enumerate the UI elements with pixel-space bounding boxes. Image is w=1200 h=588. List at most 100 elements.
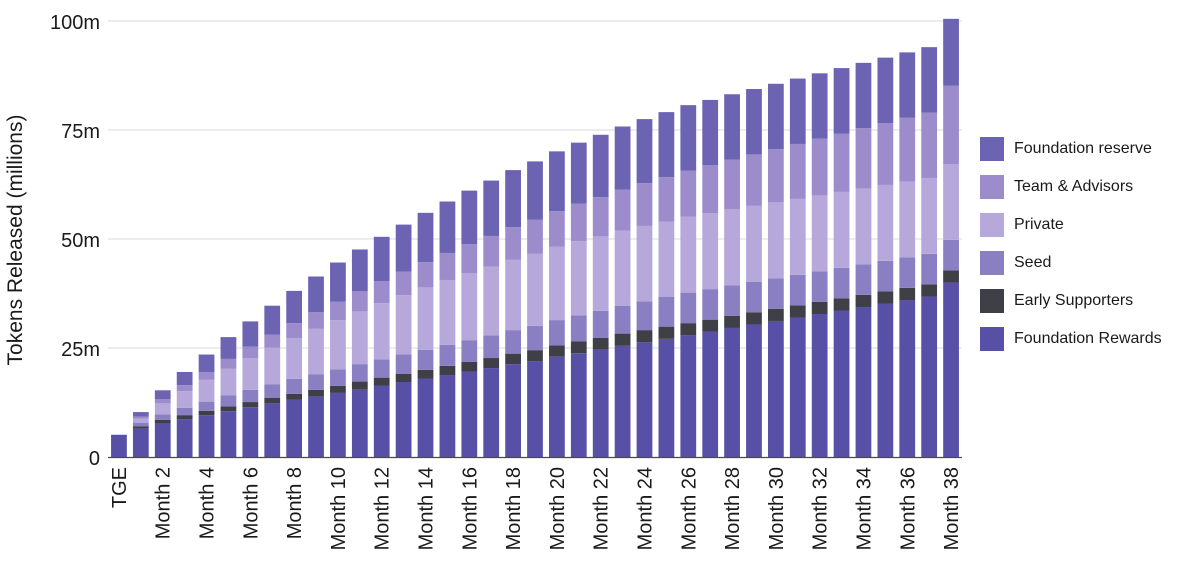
bar-segment-foundation-reserve — [264, 305, 281, 335]
x-tick-label: Month 14 — [416, 467, 438, 550]
bar-segment-foundation-reserve — [702, 99, 719, 166]
bar-segment-team-advisors — [570, 203, 587, 242]
axes: 0 25m 50m 75m 100m TGE Month 2 Month 4 Month 6 Mo… — [50, 12, 963, 550]
bar-segment-early-supporters — [264, 397, 281, 404]
bar-segment-foundation-reserve — [746, 89, 762, 155]
bar-segment-early-supporters — [132, 426, 149, 429]
bar-segment-foundation-reserve — [439, 201, 456, 253]
bar-segment-private — [351, 311, 368, 365]
bar-segment-foundation-rewards — [658, 338, 675, 457]
bar-segment-private — [702, 213, 719, 290]
y-tick-label: 25m — [61, 339, 100, 361]
x-tick-label: Month 22 — [591, 467, 613, 550]
bar-segment-private — [877, 184, 894, 261]
bar-segment-early-supporters — [395, 373, 412, 382]
bar-segment-private — [439, 279, 456, 345]
bar-segment-foundation-reserve — [636, 119, 653, 184]
bar-segment-early-supporters — [527, 350, 543, 362]
bar-segment-foundation-reserve — [527, 161, 543, 220]
bar-segment-foundation-rewards — [570, 353, 587, 457]
bar-segment-private — [527, 253, 543, 326]
bar-segment-seed — [286, 378, 303, 394]
bar-segment-private — [592, 236, 609, 311]
bar-segment-team-advisors — [198, 371, 215, 380]
y-axis-title: Tokens Released (millions) — [4, 115, 27, 366]
bar-segment-early-supporters — [242, 402, 259, 408]
legend-item: Foundation Rewards — [980, 320, 1195, 358]
legend-item: Team & Advisors — [980, 168, 1195, 206]
bar-segment-team-advisors — [154, 399, 171, 404]
bar-segment-foundation-reserve — [921, 47, 938, 113]
bar-segment-team-advisors — [702, 165, 719, 214]
bar-segment-team-advisors — [789, 143, 806, 199]
bar-segment-private — [570, 241, 587, 316]
bar-segment-private — [198, 379, 215, 402]
bar-segment-foundation-reserve — [549, 151, 565, 212]
bar-segment-foundation-reserve — [417, 212, 434, 263]
legend: Foundation reserve Team & Advisors Private… — [980, 130, 1195, 358]
bar-segment-seed — [943, 239, 959, 271]
x-tick-label: Month 6 — [240, 467, 262, 539]
bar-segment-foundation-rewards — [198, 415, 215, 457]
bar-segment-team-advisors — [439, 252, 456, 280]
bar-segment-foundation-reserve — [724, 94, 740, 160]
bar-segment-foundation-rewards — [154, 423, 171, 457]
bar-segment-seed — [417, 349, 434, 370]
bar-segment-private — [636, 225, 653, 302]
bar-segment-foundation-rewards — [614, 345, 631, 457]
bar-segment-foundation-reserve — [198, 354, 215, 372]
x-tick-label: Month 10 — [328, 467, 350, 550]
bar-segment-team-advisors — [724, 159, 740, 210]
bar-segment-foundation-reserve — [373, 236, 390, 282]
x-tick-label: Month 12 — [372, 467, 394, 550]
bar-segment-private — [132, 418, 149, 423]
bar-segment-seed — [505, 330, 521, 354]
bar-segment-early-supporters — [921, 284, 938, 297]
bar-segment-team-advisors — [351, 291, 368, 312]
bar-segment-team-advisors — [176, 385, 193, 392]
legend-label: Team & Advisors — [1014, 178, 1134, 195]
bar-segment-foundation-reserve — [592, 134, 609, 198]
bar-segment-private — [417, 287, 434, 350]
bar-segment-seed — [702, 289, 719, 320]
bar-segment-early-supporters — [417, 369, 434, 379]
bar-segment-early-supporters — [811, 301, 828, 314]
x-tick-label: Month 30 — [766, 467, 788, 550]
bar-segment-team-advisors — [505, 227, 521, 260]
bar-segment-foundation-rewards — [176, 419, 193, 457]
bar-segment-early-supporters — [308, 389, 324, 397]
bar-segment-foundation-reserve — [154, 390, 171, 400]
legend-item: Private — [980, 206, 1195, 244]
bar-segment-private — [154, 403, 171, 415]
bar-segment-foundation-reserve — [483, 180, 500, 236]
bar-segment-foundation-rewards — [549, 356, 565, 457]
bar-segment-foundation-reserve — [242, 321, 259, 347]
bar-segment-private — [767, 202, 784, 279]
bar-segment-team-advisors — [833, 133, 850, 192]
bar-segment-team-advisors — [220, 358, 237, 369]
legend-swatch — [980, 289, 1004, 313]
bar-segment-private — [658, 221, 675, 297]
bar-segment-early-supporters — [505, 353, 521, 365]
legend-item: Early Supporters — [980, 282, 1195, 320]
bar-segment-private — [724, 209, 740, 286]
legend-swatch — [980, 175, 1004, 199]
bar-segment-seed — [330, 369, 346, 386]
bar-segment-foundation-rewards — [330, 392, 346, 457]
bar-segment-private — [308, 328, 324, 375]
bar-segment-private — [505, 259, 521, 331]
bar-segment-seed — [658, 296, 675, 327]
bar-segment-foundation-reserve — [899, 52, 916, 118]
legend-label: Foundation reserve — [1014, 140, 1152, 157]
bar-segment-early-supporters — [220, 406, 237, 412]
bar-segment-foundation-rewards — [373, 385, 390, 457]
bar-segment-team-advisors — [461, 244, 478, 274]
bar-segment-seed — [811, 271, 828, 302]
bar-segment-early-supporters — [702, 319, 719, 332]
bar-segment-private — [395, 295, 412, 355]
bar-segment-foundation-rewards — [461, 371, 478, 457]
bar-segment-team-advisors — [877, 123, 894, 185]
x-tick-label: Month 8 — [284, 467, 306, 539]
bar-segment-foundation-rewards — [767, 320, 784, 457]
